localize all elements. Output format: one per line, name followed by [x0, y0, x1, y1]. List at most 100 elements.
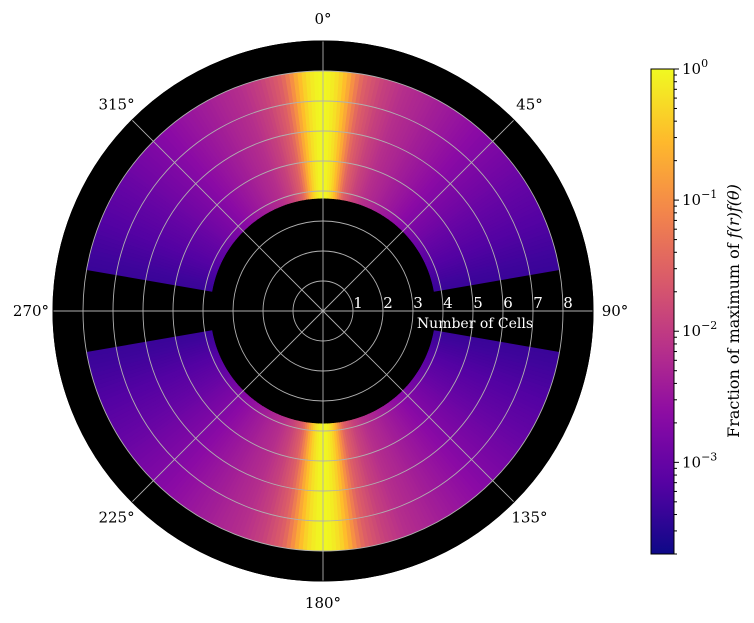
heatmap-cell	[92, 341, 216, 382]
heatmap-cell	[107, 201, 223, 262]
radial-tick-label: 6	[503, 294, 513, 312]
heatmap-cell	[368, 91, 425, 210]
heatmap-cell	[88, 334, 214, 366]
radial-tick-label: 8	[563, 294, 573, 312]
heatmap-cell	[213, 95, 274, 211]
heatmap-cell	[355, 417, 398, 541]
heatmap-cell	[228, 414, 282, 534]
heatmap-cell	[430, 240, 554, 281]
angle-gridline	[131, 310, 324, 503]
heatmap-cell	[101, 212, 221, 268]
colorbar-tick-label: 10−2	[682, 319, 717, 340]
polar-grid	[53, 41, 593, 581]
heatmap-cell	[110, 363, 225, 428]
angle-tick-label: 315°	[98, 96, 134, 114]
radial-tick-label: 7	[533, 294, 543, 312]
heatmap-cell	[252, 80, 293, 204]
heatmap-cell	[423, 201, 539, 262]
heatmap-cell	[351, 419, 390, 543]
heatmap-cell	[364, 88, 418, 208]
heatmap-cell	[240, 83, 287, 206]
radial-tick-labels: 1 2 3 4 5 6 7 8	[353, 294, 573, 312]
colorbar-label-math: f(r)f(θ)	[724, 184, 743, 239]
radial-tick-label: 3	[413, 294, 423, 312]
heatmap-cell	[423, 360, 539, 421]
heatmap-cell	[372, 95, 433, 211]
heatmap-cell	[432, 256, 558, 288]
heatmap-cell	[338, 422, 362, 549]
heatmap-cell	[100, 352, 220, 406]
heatmap-cell	[256, 79, 295, 203]
heatmap-cell	[217, 93, 276, 211]
heatmap-cell	[98, 351, 219, 402]
heatmap-cell	[426, 352, 546, 406]
heatmap-cell	[264, 77, 298, 202]
colorbar: 100 10−1 10−2 10−3 Fraction of maximum of f…	[650, 57, 743, 555]
heatmap-cell	[224, 413, 280, 533]
heatmap-cell	[206, 409, 271, 524]
heatmap-cell	[425, 212, 545, 268]
heatmap-cell	[353, 418, 394, 542]
colorbar-ticks: 100 10−1 10−2 10−3	[674, 57, 717, 555]
heatmap-cell	[288, 72, 310, 200]
heatmap-cell	[363, 415, 414, 536]
heatmap-cell	[357, 417, 402, 540]
heatmap-cell	[105, 205, 223, 264]
heatmap-cell	[89, 336, 214, 370]
heatmap-cell	[322, 423, 328, 552]
heatmap-cell	[100, 216, 220, 270]
heatmap-cell	[93, 343, 217, 386]
heatmap-cell	[272, 75, 302, 202]
heatmap-cell	[349, 419, 386, 545]
heatmap-cell	[276, 74, 304, 201]
colorbar-gradient-bar	[650, 68, 675, 555]
heatmap-cell	[209, 410, 273, 526]
radial-tick-label: 1	[353, 294, 363, 312]
heatmap-cell	[101, 354, 221, 410]
heatmap-cell	[91, 339, 215, 378]
heatmap-cell	[260, 77, 297, 203]
heatmap-cell	[94, 345, 217, 390]
heatmap-cell	[97, 349, 219, 398]
heatmap-cell	[370, 93, 429, 211]
heatmap-cell	[346, 420, 378, 546]
heatmap-cell	[330, 423, 345, 551]
angle-gridline	[322, 119, 515, 312]
heatmap-cell	[361, 415, 410, 537]
heatmap-cell	[103, 209, 222, 266]
heatmap-cell	[342, 421, 370, 548]
heatmap-cell	[364, 414, 418, 534]
heatmap-cell	[248, 81, 291, 205]
heatmap-cell	[328, 423, 341, 551]
radial-tick-label: 5	[473, 294, 483, 312]
heatmap-cell	[332, 422, 349, 551]
heatmap-cell	[293, 72, 312, 200]
angle-tick-label: 180°	[305, 594, 341, 612]
heatmap-cell	[280, 73, 306, 201]
heatmap-cell	[363, 86, 414, 207]
radial-tick-label: 4	[443, 294, 453, 312]
heatmap-cell	[89, 337, 215, 374]
heatmap-cell	[232, 86, 283, 207]
heatmap-cell	[86, 330, 213, 358]
heatmap-cell	[431, 248, 557, 285]
heatmap-cell	[424, 356, 543, 413]
heatmap-cell	[429, 232, 552, 277]
heatmap-cell	[423, 205, 541, 264]
heatmap-cell	[268, 76, 300, 202]
heatmap-cell	[427, 224, 549, 273]
heatmap-cell	[428, 228, 551, 275]
heatmap-cell	[232, 415, 283, 536]
heatmap-cell	[244, 82, 289, 205]
colorbar-label-prefix: Fraction of maximum of	[724, 238, 743, 438]
heatmap-cell	[373, 96, 437, 212]
heatmap-cell	[95, 347, 218, 394]
heatmap-cell	[421, 363, 536, 428]
heatmap-cell	[221, 412, 278, 531]
heatmap-cell	[429, 236, 553, 279]
heatmap-cell	[432, 260, 559, 290]
heatmap-cell	[423, 358, 541, 417]
angle-tick-labels: 0° 45° 90° 135° 180° 225° 270° 315°	[13, 10, 628, 612]
heatmap-cell	[228, 88, 282, 208]
